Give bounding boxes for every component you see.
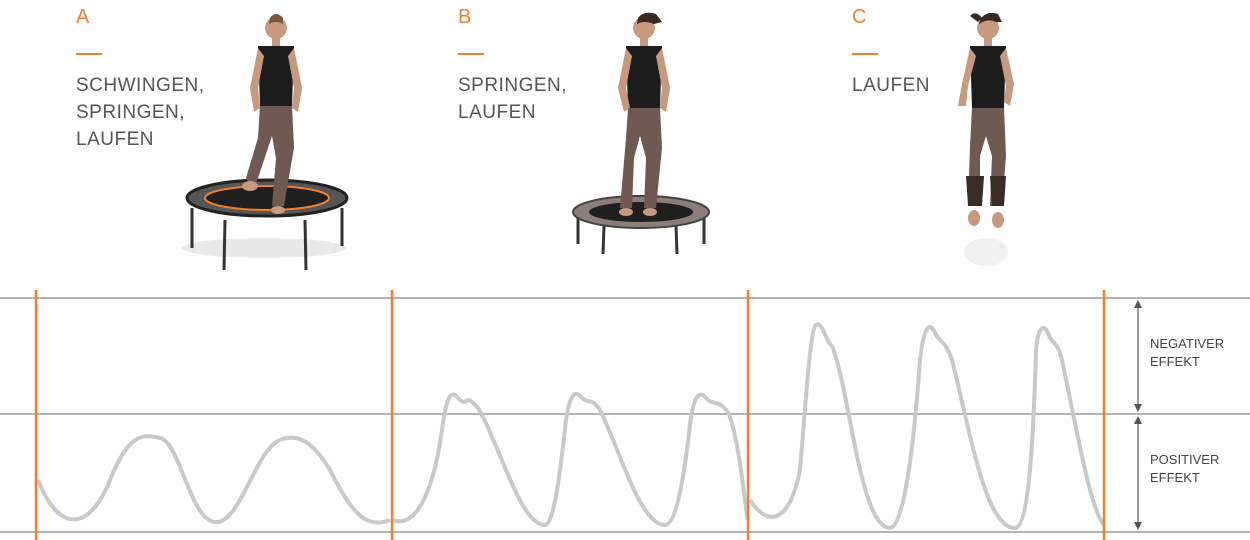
section-c-dash	[852, 53, 878, 55]
section-a: A SCHWINGEN, SPRINGEN, LAUFEN	[0, 0, 349, 271]
positive-effect-label-line1: POSITIVER	[1150, 452, 1219, 467]
section-a-dash	[76, 53, 102, 55]
negative-arrow-up-icon	[1134, 300, 1142, 308]
section-b-dash	[458, 53, 484, 55]
positive-arrow-up-icon	[1134, 416, 1142, 424]
woman-on-small-trampoline-image	[572, 12, 710, 255]
section-c-letter: C	[852, 6, 867, 28]
section-b-letter: B	[458, 6, 472, 28]
positive-arrow-down-icon	[1134, 522, 1142, 530]
section-b-label: SPRINGEN, LAUFEN	[458, 75, 568, 123]
impact-diagram: NEGATIVER EFFEKT POSITIVER EFFEKT	[0, 290, 1250, 540]
woman-on-large-trampoline-image	[182, 14, 349, 271]
negative-effect-label-line1: NEGATIVER	[1150, 336, 1224, 351]
wave-c	[748, 322, 1106, 531]
section-b: B SPRINGEN, LAUFEN	[382, 0, 710, 260]
section-c-label: LAUFEN	[852, 75, 930, 96]
negative-arrow-down-icon	[1134, 404, 1142, 412]
section-c: C LAUFEN	[776, 0, 1076, 266]
positive-effect-label-line2: EFFEKT	[1150, 470, 1200, 485]
wave-b	[391, 392, 750, 528]
woman-running-image	[958, 12, 1014, 266]
negative-effect-label-line2: EFFEKT	[1150, 354, 1200, 369]
section-a-label: SCHWINGEN, SPRINGEN, LAUFEN	[76, 75, 205, 150]
wave-a	[36, 434, 391, 525]
section-a-letter: A	[76, 6, 90, 28]
